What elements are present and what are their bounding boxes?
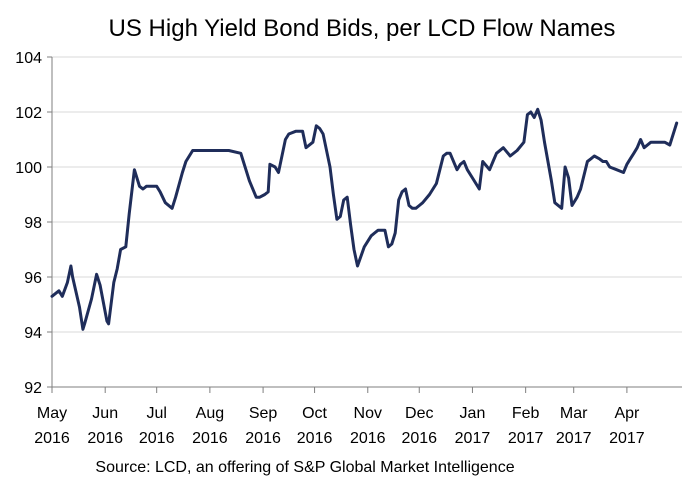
y-tick-label: 104	[15, 50, 42, 67]
y-tick-label: 98	[24, 215, 42, 232]
x-tick-label-month: Sep	[249, 405, 278, 422]
x-tick-label-year: 2016	[297, 430, 333, 447]
x-tick-label-year: 2017	[508, 430, 544, 447]
x-tick-label-year: 2016	[139, 430, 175, 447]
x-tick-label-month: Mar	[560, 405, 588, 422]
x-tick-label-year: 2016	[192, 430, 228, 447]
gridlines	[47, 56, 682, 393]
chart-source: Source: LCD, an offering of S&P Global M…	[95, 459, 514, 476]
x-tick-label-year: 2017	[556, 430, 592, 447]
x-tick-label-month: Aug	[196, 405, 224, 422]
series-line	[50, 107, 679, 331]
x-tick-label-month: Jul	[146, 405, 166, 422]
x-tick-label-year: 2016	[245, 430, 281, 447]
y-tick-label: 92	[24, 380, 42, 397]
x-tick-label-year: 2016	[87, 430, 123, 447]
x-tick-label-year: 2016	[350, 430, 386, 447]
x-tick-label-month: Dec	[405, 405, 433, 422]
x-tick-label-month: May	[37, 405, 67, 422]
x-tick-label-month: Jun	[92, 405, 118, 422]
x-tick-label-month: Nov	[354, 405, 382, 422]
y-tick-labels: 92 94 96 98 100 102 104	[15, 50, 42, 397]
x-tick-label-year: 2016	[34, 430, 70, 447]
x-tick-label-month: Apr	[614, 405, 640, 422]
series-layer	[50, 107, 679, 331]
y-tick-label: 94	[24, 325, 42, 342]
chart-title: US High Yield Bond Bids, per LCD Flow Na…	[109, 15, 616, 42]
x-tick-label-year: 2017	[609, 430, 645, 447]
y-tick-label: 96	[24, 270, 42, 287]
x-tick-label-year: 2016	[401, 430, 437, 447]
y-tick-label: 102	[15, 105, 42, 122]
x-tick-label-month: Oct	[302, 405, 327, 422]
axes	[51, 57, 682, 388]
x-tick-label-month: Jan	[460, 405, 486, 422]
x-tick-label-year: 2017	[455, 430, 491, 447]
x-tick-labels: May 2016 Jun 2016 Jul 2016 Aug 2016 Sep 2016 Oct 20…	[34, 405, 645, 447]
y-tick-label: 100	[15, 160, 42, 177]
x-tick-label-month: Feb	[512, 405, 540, 422]
